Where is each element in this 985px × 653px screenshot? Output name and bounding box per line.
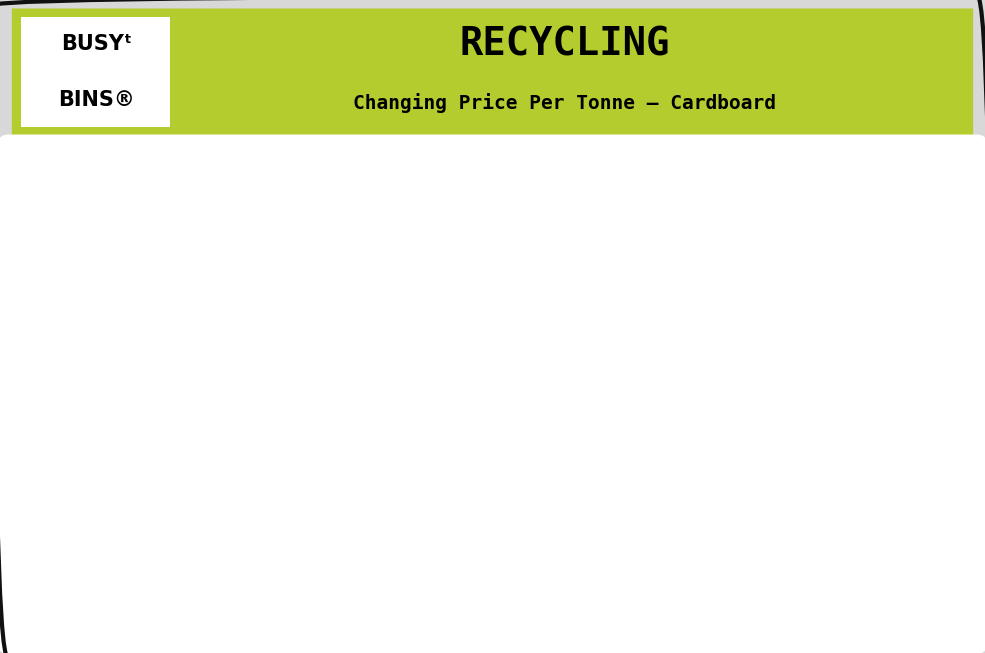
Bar	[624, 419, 651, 653]
Text: RECYCLING: RECYCLING	[459, 25, 670, 63]
Text: 45.25: 45.25	[203, 505, 236, 516]
Bar	[434, 387, 461, 653]
Text: BINS®: BINS®	[58, 90, 135, 110]
Bar	[549, 408, 575, 653]
Bar	[359, 478, 385, 653]
Text: 100.25: 100.25	[884, 265, 924, 275]
Bar	[320, 476, 347, 653]
Bar	[586, 435, 613, 653]
Bar	[890, 280, 917, 653]
Bar	[131, 524, 158, 653]
Bar	[283, 476, 309, 653]
Bar	[776, 526, 803, 653]
Bar	[815, 473, 841, 653]
Text: 68.50: 68.50	[621, 404, 654, 414]
Text: Changing Price Per Tonne – Cardboard: Changing Price Per Tonne – Cardboard	[353, 93, 776, 113]
Bar	[397, 546, 424, 653]
Bar	[739, 387, 764, 653]
Text: 39.50: 39.50	[393, 531, 427, 541]
FancyBboxPatch shape	[12, 8, 973, 136]
Bar	[662, 356, 689, 653]
Bar	[473, 277, 499, 653]
Bar	[244, 505, 271, 653]
Text: BUSYᵗ: BUSYᵗ	[61, 34, 132, 54]
Bar	[510, 400, 537, 653]
FancyBboxPatch shape	[0, 135, 985, 653]
Bar	[168, 526, 195, 653]
Text: 44.50: 44.50	[127, 509, 161, 519]
Text: 76.00: 76.00	[430, 371, 465, 381]
Bar	[700, 251, 727, 653]
Text: 56.25: 56.25	[811, 458, 844, 468]
Bar	[852, 199, 879, 653]
FancyBboxPatch shape	[22, 18, 170, 127]
Bar	[207, 521, 233, 653]
Text: 120.50: 120.50	[845, 183, 886, 193]
